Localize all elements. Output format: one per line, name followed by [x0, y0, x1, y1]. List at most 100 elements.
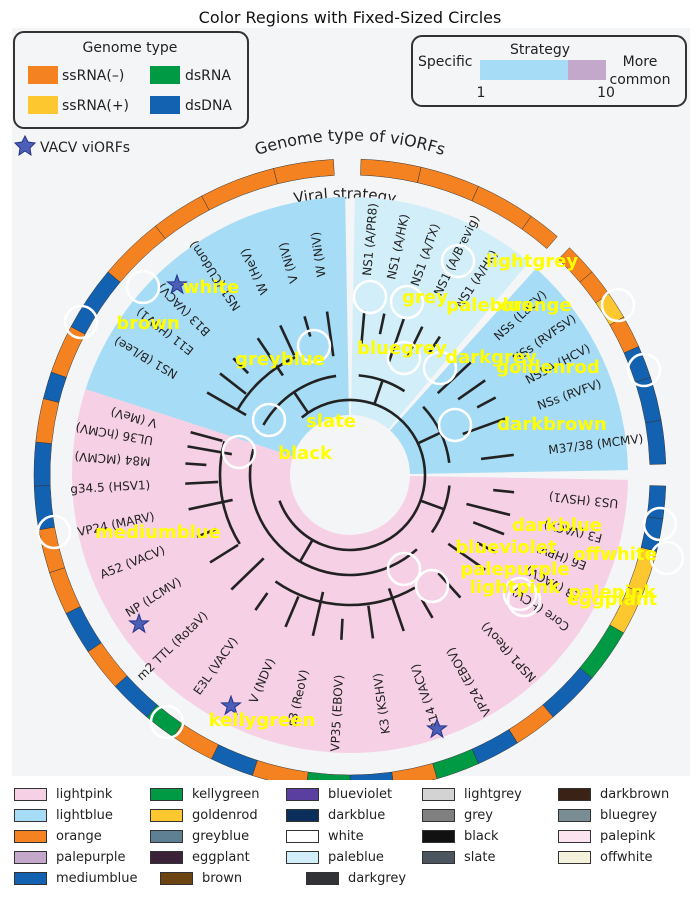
color-legend: lightpink kellygreen blueviolet lightgrey da…	[14, 784, 694, 889]
legend-item: goldenrod	[150, 805, 286, 826]
vacv-markers	[128, 273, 448, 739]
legend-item: offwhite	[558, 847, 694, 868]
strategy-right-label-1: More	[623, 54, 658, 70]
genome-swatch-dsdna	[150, 96, 180, 114]
legend-label: black	[464, 829, 499, 844]
strategy-sector-3	[72, 389, 628, 753]
annotation-circle	[502, 576, 538, 612]
annotation-label: darkbrown	[497, 414, 606, 435]
legend-swatch	[306, 872, 339, 885]
tree-branches	[185, 310, 515, 640]
strategy-gradient-specific	[480, 60, 568, 80]
annotation-label: paleblue	[446, 295, 534, 316]
vacv-star-icon	[13, 134, 37, 157]
annotation-circle	[386, 340, 422, 376]
annotation-circle	[125, 269, 161, 305]
legend-label: darkgrey	[348, 871, 407, 886]
legend-item: mediumblue	[14, 868, 160, 889]
annotation-label: goldenrod	[496, 357, 599, 378]
legend-item: bluegrey	[558, 805, 694, 826]
legend-label: greyblue	[192, 829, 250, 844]
legend-item: darkgrey	[306, 868, 452, 889]
vacv-legend: VACV viORFs	[13, 134, 130, 157]
vacv-star-icon	[426, 717, 448, 739]
annotation-circle	[352, 279, 388, 315]
vacv-star-icon	[166, 273, 188, 295]
annotation-label: orange	[500, 295, 571, 316]
strategy-min: 1	[477, 85, 486, 101]
legend-label: lightblue	[56, 808, 113, 823]
legend-item: palepurple	[14, 847, 150, 868]
legend-item: palepink	[558, 826, 694, 847]
annotation-circle	[626, 352, 662, 388]
annotation-circle	[251, 402, 287, 438]
strategy-sectors	[72, 197, 628, 753]
legend-item: greyblue	[150, 826, 286, 847]
vacv-label: VACV viORFs	[40, 140, 130, 156]
annotation-label: darkblue	[512, 515, 602, 536]
legend-swatch	[422, 830, 455, 843]
legend-item: lightpink	[14, 784, 150, 805]
annotation-circle	[221, 434, 257, 470]
legend-row: palepurple eggplant paleblue slate offwhite	[14, 847, 694, 868]
strategy-sector-2	[390, 268, 628, 474]
legend-label: orange	[56, 829, 102, 844]
annotation-circle	[422, 350, 458, 386]
legend-row: mediumblue brown darkgrey	[14, 868, 694, 889]
legend-item: darkbrown	[558, 784, 694, 805]
legend-row: lightpink kellygreen blueviolet lightgrey da…	[14, 784, 694, 805]
legend-swatch	[558, 830, 591, 843]
legend-item: slate	[422, 847, 558, 868]
legend-swatch	[150, 851, 183, 864]
genome-label-dsdna: dsDNA	[185, 98, 232, 114]
legend-label: goldenrod	[192, 808, 258, 823]
genome-legend-title: Genome type	[83, 40, 178, 56]
annotation-circle	[63, 304, 99, 340]
annotation-label: greyblue	[235, 349, 325, 370]
ring-segment-5	[273, 159, 335, 185]
legend-item: lightgrey	[422, 784, 558, 805]
ring-segment-16	[645, 419, 667, 465]
legend-swatch	[160, 872, 193, 885]
annotation-circle	[389, 284, 425, 320]
legend-item: darkblue	[286, 805, 422, 826]
legend-item: blueviolet	[286, 784, 422, 805]
leaf-label: M84 (MCMV)	[74, 449, 151, 468]
legend-label: lightpink	[56, 787, 113, 802]
legend-item: black	[422, 826, 558, 847]
legend-label: kellygreen	[192, 787, 260, 802]
legend-swatch	[286, 830, 319, 843]
annotation-label: lightgrey	[486, 251, 579, 272]
legend-swatch	[14, 851, 47, 864]
legend-label: eggplant	[192, 850, 250, 865]
annotation-label: white	[183, 277, 239, 298]
legend-label: lightgrey	[464, 787, 522, 802]
legend-label: palepurple	[56, 850, 126, 865]
chart-title: Color Regions with Fixed-Sized Circles	[198, 8, 502, 27]
strategy-right-label-2: common	[610, 72, 671, 88]
annotation-circle	[440, 243, 476, 279]
phylogeny-figure: Genome type ssRNA(–) dsRNA ssRNA(+) dsDN…	[12, 28, 690, 780]
legend-item: eggplant	[150, 847, 286, 868]
legend-label: white	[328, 829, 364, 844]
strategy-left-label: Specific	[418, 54, 473, 70]
legend-item: white	[286, 826, 422, 847]
legend-label: palepink	[600, 829, 656, 844]
ring-segment-41	[43, 371, 67, 403]
legend-label: slate	[464, 850, 496, 865]
genome-ring	[33, 158, 667, 780]
vacv-star-icon	[128, 612, 150, 634]
annotation-circle	[506, 582, 542, 618]
legend-swatch	[286, 788, 319, 801]
annotation-label: eggplant	[567, 589, 658, 610]
annotation-circle	[649, 540, 685, 576]
legend-label: darkblue	[328, 808, 386, 823]
annotation-circle	[386, 551, 422, 587]
legend-label: paleblue	[328, 850, 384, 865]
legend-item: brown	[160, 868, 306, 889]
ring-segment-9	[521, 215, 558, 249]
annotation-label: grey	[402, 287, 448, 308]
legend-row: orange greyblue white black palepink	[14, 826, 694, 847]
genome-legend-box: Genome type ssRNA(–) dsRNA ssRNA(+) dsDN…	[13, 31, 249, 129]
legend-label: bluegrey	[600, 808, 658, 823]
